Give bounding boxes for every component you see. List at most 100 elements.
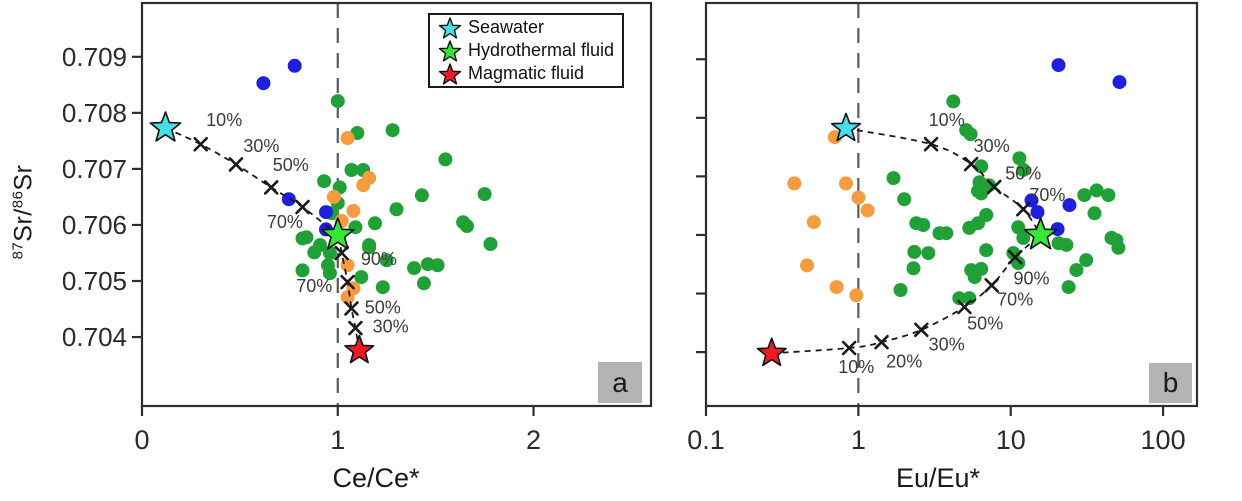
mixing-tick-marker bbox=[228, 157, 244, 172]
data-point bbox=[354, 270, 369, 285]
mixing-percent-label: 70% bbox=[267, 212, 303, 232]
magmatic-fluid-star bbox=[756, 337, 787, 367]
data-point bbox=[375, 280, 390, 295]
mixing-percent-label: 50% bbox=[1005, 164, 1041, 184]
data-point bbox=[460, 219, 474, 234]
data-point bbox=[1011, 256, 1026, 271]
data-point bbox=[1089, 183, 1104, 198]
data-point bbox=[322, 246, 337, 260]
data-point bbox=[1062, 198, 1077, 213]
mixing-tick-marker bbox=[984, 278, 999, 293]
panel-b-border bbox=[704, 1, 1199, 408]
data-point bbox=[477, 187, 492, 202]
data-point bbox=[295, 231, 310, 246]
mixing-percent-label: 10% bbox=[929, 110, 965, 130]
data-point bbox=[317, 174, 332, 189]
data-point bbox=[800, 258, 814, 273]
legend-item: Hydrothermal fluid bbox=[437, 39, 622, 62]
y-tick-label: 0.708 bbox=[62, 98, 127, 128]
x-tick-label: 1 bbox=[330, 425, 345, 455]
mixing-percent-label: 30% bbox=[243, 136, 279, 156]
data-point bbox=[438, 152, 453, 167]
data-point bbox=[385, 123, 400, 138]
data-point bbox=[414, 188, 429, 203]
magmatic-fluid-star-icon bbox=[438, 62, 462, 85]
legend-label: Magmatic fluid bbox=[468, 63, 585, 83]
panel-a-y-ticks: 0.704 0.705 0.706 0.707 0.708 0.709 bbox=[62, 42, 142, 352]
mixing-tick-marker bbox=[957, 299, 972, 315]
data-point bbox=[939, 226, 954, 241]
mixing-tick-marker bbox=[334, 245, 349, 261]
x-tick-label: 1 bbox=[851, 425, 866, 455]
mixing-tick-marker bbox=[344, 301, 359, 316]
x-tick-label: 0.1 bbox=[687, 425, 725, 455]
mixing-percent-label: 10% bbox=[838, 357, 874, 377]
mixing-percent-label: 50% bbox=[365, 297, 401, 317]
data-point bbox=[886, 171, 901, 186]
data-point bbox=[407, 261, 422, 276]
y-tick-label: 0.707 bbox=[62, 154, 127, 184]
mixing-tick-marker bbox=[340, 274, 355, 290]
legend-item: Magmatic fluid bbox=[437, 62, 622, 85]
data-point bbox=[483, 237, 498, 251]
mixing-percent-label: 10% bbox=[206, 110, 242, 130]
data-point bbox=[319, 205, 333, 220]
panel-a: 10%30%50%70%30%50%70%90%0.7040.7050.7060… bbox=[62, 1, 653, 455]
data-point bbox=[356, 178, 371, 193]
data-point bbox=[1011, 220, 1026, 235]
data-point bbox=[340, 131, 355, 146]
data-point bbox=[921, 246, 936, 261]
data-point bbox=[1112, 75, 1127, 90]
mixing-tick-marker bbox=[963, 156, 979, 172]
mixing-percent-label: 70% bbox=[1029, 185, 1065, 205]
y-tick-label: 0.709 bbox=[62, 42, 127, 72]
data-point bbox=[1012, 151, 1027, 166]
mixing-tick-marker bbox=[841, 340, 857, 356]
data-point bbox=[1069, 263, 1084, 278]
data-point bbox=[1061, 280, 1076, 295]
hydrothermal-fluid-star-icon bbox=[438, 39, 462, 62]
data-point bbox=[829, 280, 844, 295]
data-point bbox=[1016, 162, 1031, 177]
data-point bbox=[906, 261, 921, 276]
data-point bbox=[849, 288, 864, 303]
hydrothermal-fluid-star bbox=[1023, 217, 1058, 250]
panel-a-series-orange-dots bbox=[326, 131, 377, 305]
mixing-tick-marker bbox=[348, 320, 363, 336]
x-tick-label: 0 bbox=[134, 425, 149, 455]
y-tick-label: 0.704 bbox=[62, 322, 127, 352]
mixing-percent-label: 20% bbox=[886, 352, 922, 372]
y-axis-title-text: 87Sr/86Sr bbox=[9, 164, 38, 260]
data-point bbox=[806, 215, 821, 230]
mixing-tick-marker bbox=[1007, 249, 1023, 265]
panel-b-y-ticks bbox=[696, 58, 706, 354]
mixing-tick-marker bbox=[986, 179, 1002, 195]
mixing-percent-label: 30% bbox=[929, 335, 965, 355]
data-point bbox=[974, 261, 989, 276]
y-axis-superscript-87: 87 bbox=[9, 241, 27, 260]
panel-b: 10%30%50%70%10% 20%30%50%70%90%0.1 1 10 100 bbox=[687, 1, 1199, 455]
panel-b-series-orange-dots bbox=[787, 130, 875, 303]
data-point bbox=[963, 127, 978, 142]
data-point bbox=[1016, 230, 1031, 245]
legend-item: Seawater bbox=[437, 16, 622, 39]
x-axis-title-panel-a: Ce/Ce* bbox=[332, 463, 420, 493]
seawater-star bbox=[830, 112, 862, 142]
x-tick-label: 10 bbox=[996, 425, 1026, 455]
data-point bbox=[916, 218, 931, 232]
data-point bbox=[897, 192, 912, 207]
x-tick-label: 2 bbox=[526, 425, 541, 455]
data-point bbox=[1059, 237, 1074, 252]
mixing-percent-label: 70% bbox=[997, 289, 1033, 309]
mixing-percent-label: 30% bbox=[373, 316, 409, 336]
mixing-tick-marker bbox=[263, 180, 279, 195]
mixing-tick-marker bbox=[923, 136, 939, 152]
data-point bbox=[346, 203, 361, 218]
panel-a-series-green-dots bbox=[295, 94, 498, 295]
data-point bbox=[344, 163, 359, 177]
data-point bbox=[952, 291, 967, 306]
panel-b-series-blue-dots bbox=[1024, 58, 1127, 237]
mixing-tick-marker bbox=[874, 334, 889, 350]
